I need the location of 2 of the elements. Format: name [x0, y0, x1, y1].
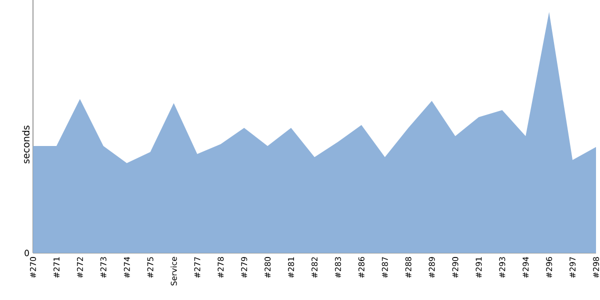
text: 0: [24, 250, 29, 256]
y-axis-title: seconds: [22, 126, 30, 164]
